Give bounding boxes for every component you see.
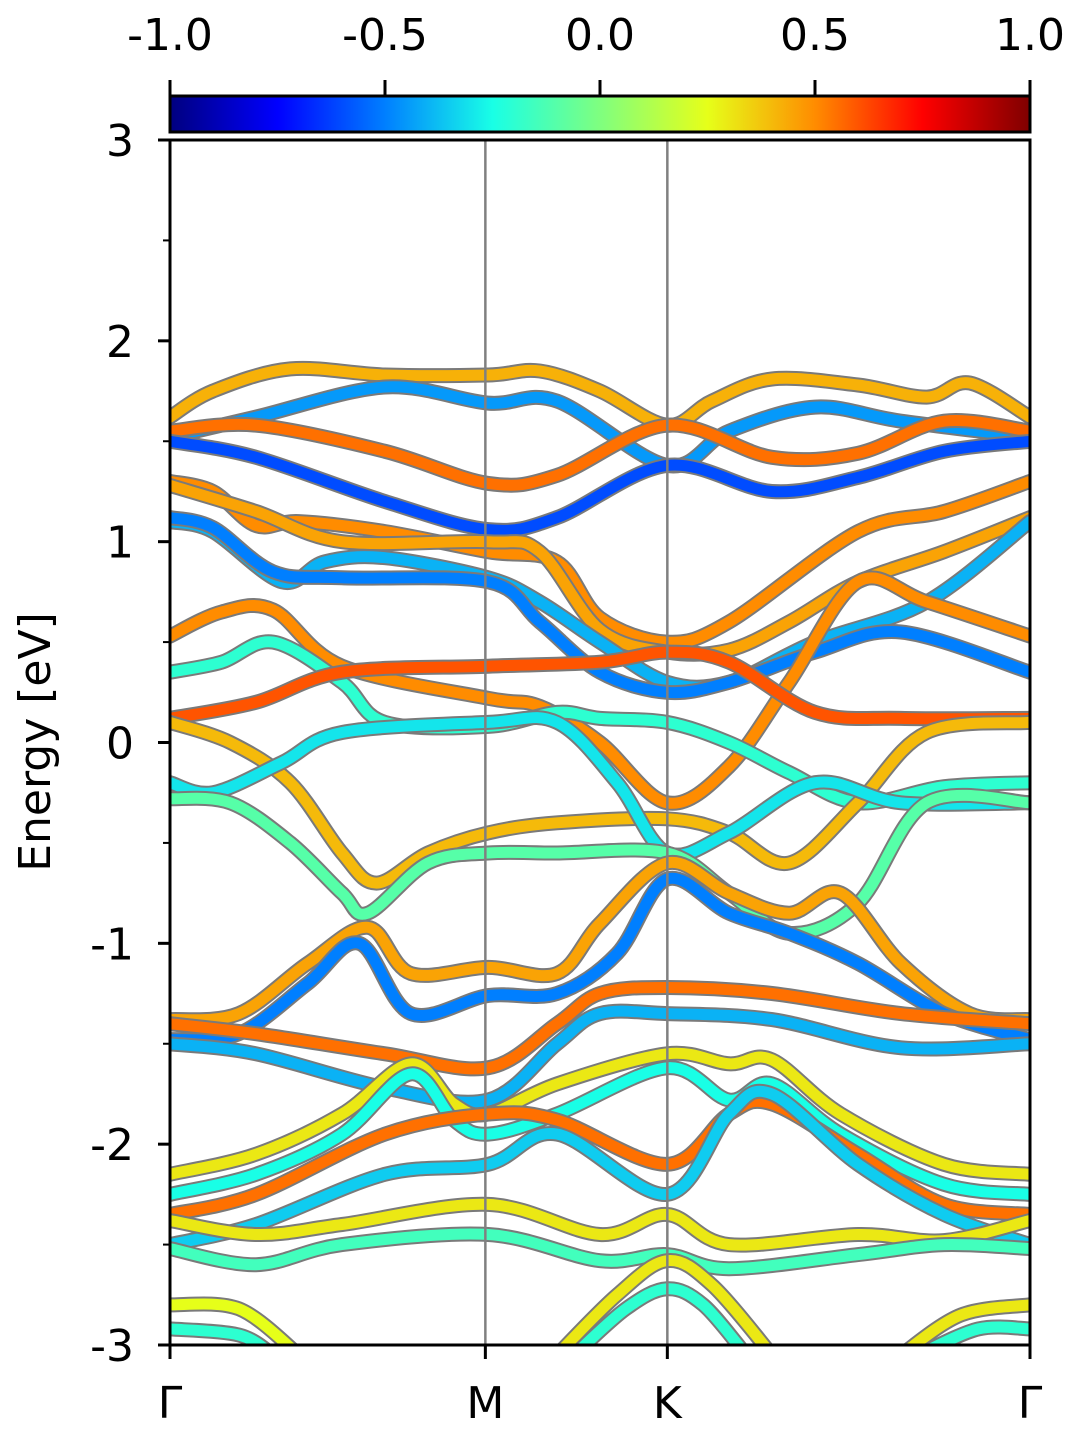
x-tick-label: Γ xyxy=(1018,1378,1043,1429)
plot-area: 3 2 1 0 -1 -2 -3 Γ M K Γ xyxy=(90,116,1043,1429)
bands xyxy=(170,360,1030,1345)
band-line xyxy=(170,1298,296,1345)
band-line xyxy=(170,435,1030,536)
colorbar-tick-label: 0.5 xyxy=(780,10,850,61)
colorbar-tick-label: 1.0 xyxy=(995,10,1065,61)
colorbar: -1.0 -0.5 0.0 0.5 1.0 xyxy=(127,10,1065,134)
band-line xyxy=(170,872,1030,1046)
band-line xyxy=(905,1299,1030,1345)
band-line xyxy=(170,789,1030,939)
band-line xyxy=(170,1005,1030,1108)
k-point-lines xyxy=(484,140,669,1345)
band-line xyxy=(170,856,1030,1026)
x-tick-label: M xyxy=(466,1378,504,1429)
colorbar-tick-label: -1.0 xyxy=(127,10,213,61)
band-line xyxy=(170,1062,1030,1200)
band-line xyxy=(170,1047,1030,1180)
band-line xyxy=(170,1323,269,1345)
band-line xyxy=(170,572,1030,809)
band-line xyxy=(170,362,1030,431)
y-tick-label: 0 xyxy=(106,719,134,770)
colorbar-tick-label: 0.0 xyxy=(565,10,635,61)
band-line xyxy=(170,512,1030,699)
y-axis-label: Energy [eV] xyxy=(10,612,61,872)
y-axis-ticks: 3 2 1 0 -1 -2 -3 xyxy=(90,116,170,1372)
band-line xyxy=(170,1085,1030,1251)
band-line xyxy=(170,646,1030,725)
band-line xyxy=(170,415,1030,491)
band-line xyxy=(170,1095,1030,1220)
band-line xyxy=(926,1321,1030,1345)
band-line xyxy=(170,381,1030,472)
colorbar-gradient xyxy=(168,94,1032,134)
y-tick-label: 3 xyxy=(106,116,134,167)
y-tick-label: 2 xyxy=(106,317,134,368)
band-line xyxy=(170,712,1030,861)
colorbar-ticks: -1.0 -0.5 0.0 0.5 1.0 xyxy=(127,10,1065,96)
x-tick-label: Γ xyxy=(158,1378,183,1429)
colorbar-tick-label: -0.5 xyxy=(342,10,428,61)
band-line xyxy=(170,982,1030,1075)
band-line xyxy=(170,1228,1030,1275)
band-line xyxy=(170,475,1030,648)
y-tick-label: -2 xyxy=(90,1120,134,1171)
y-tick-label: -3 xyxy=(90,1321,134,1372)
y-tick-label: -1 xyxy=(90,919,134,970)
x-tick-label: K xyxy=(653,1378,683,1429)
y-tick-label: 1 xyxy=(106,518,134,569)
band-line xyxy=(170,1198,1030,1251)
